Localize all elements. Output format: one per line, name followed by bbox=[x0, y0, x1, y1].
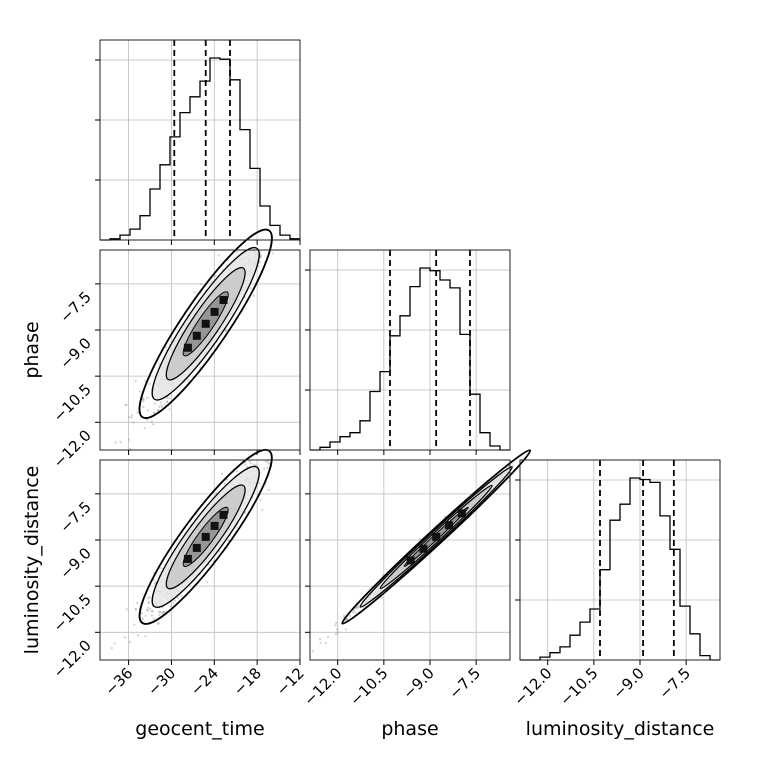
xtick-label-phase: −12.0 bbox=[300, 664, 345, 709]
ytick-label-luminosity-distance: −7.5 bbox=[56, 498, 94, 536]
panel-geocent-time-vs-phase-point bbox=[169, 408, 171, 410]
panel-phase-vs-luminosity-distance-point bbox=[343, 614, 345, 616]
histogram-phase bbox=[310, 268, 510, 450]
panel-geocent-time-vs-luminosity-distance-core bbox=[202, 533, 210, 541]
panel-geocent-time-vs-luminosity-distance-core bbox=[193, 544, 201, 552]
panel-geocent-time-vs-luminosity-distance-point bbox=[221, 473, 223, 475]
panel-geocent-time-vs-luminosity-distance-point bbox=[133, 624, 135, 626]
xtick-label-phase: −10.5 bbox=[346, 664, 391, 709]
xtick-label-phase: −9.0 bbox=[399, 664, 437, 702]
panel-phase-vs-luminosity-distance-point bbox=[320, 642, 322, 644]
panel-phase-vs-luminosity-distance-core bbox=[458, 509, 466, 517]
panel-geocent-time-vs-phase-core bbox=[193, 332, 201, 340]
contour-layer bbox=[123, 217, 535, 636]
panel-geocent-time-vs-luminosity-distance-core bbox=[211, 522, 219, 530]
ytick-label-phase: −7.5 bbox=[56, 288, 94, 326]
ytick-label-luminosity-distance: −9.0 bbox=[56, 544, 94, 582]
panel-geocent-time-vs-luminosity-distance-point bbox=[268, 489, 270, 491]
panel-geocent-time-vs-luminosity-distance-point bbox=[111, 647, 113, 649]
panel-geocent-time-vs-luminosity-distance-point bbox=[157, 623, 159, 625]
ytick-label-luminosity-distance: −12.0 bbox=[50, 636, 95, 681]
xtick-label-luminosity-distance: −10.5 bbox=[556, 664, 601, 709]
panel-phase-vs-luminosity-distance-core bbox=[445, 521, 453, 529]
y-axis-label-phase: phase bbox=[21, 321, 43, 378]
panel-geocent-time-vs-phase-core bbox=[211, 308, 219, 316]
x-axis-label-geocent-time: geocent_time bbox=[135, 718, 264, 740]
panel-phase-vs-luminosity-distance-point bbox=[335, 633, 337, 635]
xtick-label-geocent-time: −36 bbox=[101, 664, 136, 699]
panel-geocent-time-vs-luminosity-distance-core bbox=[184, 555, 192, 563]
xtick-label-geocent-time: −30 bbox=[144, 664, 179, 699]
panel-phase-vs-luminosity-distance-core bbox=[419, 545, 427, 553]
panel-geocent-time-vs-phase-core bbox=[184, 344, 192, 352]
panel-geocent-time-vs-luminosity-distance-point bbox=[129, 641, 131, 643]
panel-geocent-time-vs-luminosity-distance-point bbox=[126, 608, 128, 610]
ytick-label-phase: −10.5 bbox=[50, 380, 95, 425]
panel-geocent-time-vs-phase-point bbox=[136, 412, 138, 414]
ytick-label-luminosity-distance: −10.5 bbox=[50, 590, 95, 635]
panel-geocent-time-vs-phase-point bbox=[144, 427, 146, 429]
quantile-layer bbox=[174, 40, 674, 660]
panel-geocent-time-vs-phase-point bbox=[124, 404, 126, 406]
panel-phase-vs-luminosity-distance-point bbox=[381, 596, 383, 598]
panel-geocent-time-vs-luminosity-distance-core bbox=[220, 511, 228, 519]
panel-geocent-time-vs-phase-core bbox=[202, 320, 210, 328]
panel-phase-vs-luminosity-distance-point bbox=[419, 538, 421, 540]
panel-geocent-time-vs-luminosity-distance-point bbox=[137, 634, 139, 636]
xtick-label-geocent-time: −24 bbox=[187, 664, 222, 699]
panel-geocent-time-vs-phase-point bbox=[146, 419, 148, 421]
xtick-label-luminosity-distance: −7.5 bbox=[656, 664, 694, 702]
panel-geocent-time-vs-phase-point bbox=[131, 414, 133, 416]
histogram-geocent-time bbox=[100, 58, 300, 240]
panel-geocent-time-vs-phase-point bbox=[135, 380, 137, 382]
panel-phase-vs-luminosity-distance-point bbox=[312, 650, 314, 652]
panel-phase-vs-luminosity-distance-point bbox=[336, 628, 338, 630]
panel-geocent-time-vs-phase-point bbox=[119, 441, 121, 443]
panel-geocent-time-vs-luminosity-distance-point bbox=[144, 635, 146, 637]
panel-geocent-time-vs-phase-point bbox=[218, 254, 220, 256]
panel-geocent-time-vs-luminosity-distance-point bbox=[259, 499, 261, 501]
panel-geocent-time-vs-phase-point bbox=[272, 252, 274, 254]
panel-geocent-time-vs-luminosity-distance-point bbox=[206, 581, 208, 583]
xtick-label-geocent-time: −18 bbox=[230, 664, 265, 699]
panel-phase-vs-luminosity-distance-point bbox=[327, 636, 329, 638]
y-axis-label-luminosity-distance: luminosity_distance bbox=[21, 466, 43, 655]
panel-geocent-time-vs-phase-point bbox=[131, 416, 133, 418]
xtick-label-luminosity-distance: −12.0 bbox=[510, 664, 555, 709]
panel-phase-vs-luminosity-distance-point bbox=[319, 638, 321, 640]
panel-geocent-time-vs-phase-point bbox=[115, 441, 117, 443]
ytick-label-phase: −9.0 bbox=[56, 334, 94, 372]
panel-phase-vs-luminosity-distance-core bbox=[432, 533, 440, 541]
panel-geocent-time-vs-phase-point bbox=[253, 295, 255, 297]
panel-geocent-time-vs-luminosity-distance-point bbox=[136, 602, 138, 604]
panel-phase-vs-luminosity-distance-point bbox=[325, 642, 327, 644]
panel-geocent-time-vs-phase-point bbox=[128, 416, 130, 418]
panel-geocent-time-vs-phase-point bbox=[128, 439, 130, 441]
panel-phase-vs-luminosity-distance-point bbox=[337, 631, 339, 633]
panel-geocent-time-vs-phase-point bbox=[200, 283, 202, 285]
xtick-label-phase: −7.5 bbox=[446, 664, 484, 702]
panel-geocent-time-vs-phase-point bbox=[152, 423, 154, 425]
panel-phase-vs-luminosity-distance-core bbox=[407, 556, 415, 564]
x-axis-label-phase: phase bbox=[381, 718, 438, 740]
panel-geocent-time-vs-phase-point bbox=[132, 422, 134, 424]
panel-geocent-time-vs-phase-point bbox=[139, 391, 141, 393]
panel-phase-vs-luminosity-distance-point bbox=[334, 624, 336, 626]
panel-geocent-time-vs-luminosity-distance-point bbox=[113, 642, 115, 644]
panel-geocent-time-vs-luminosity-distance-point bbox=[261, 509, 263, 511]
panel-geocent-time-vs-luminosity-distance-point bbox=[135, 608, 137, 610]
panel-phase-vs-luminosity-distance-point bbox=[345, 628, 347, 630]
panel-phase-vs-luminosity-distance-point bbox=[335, 622, 337, 624]
panel-geocent-time-vs-phase-point bbox=[151, 421, 153, 423]
panel-geocent-time-vs-phase-point bbox=[193, 291, 195, 293]
histogram-luminosity-distance bbox=[520, 478, 720, 660]
x-axis-label-luminosity-distance: luminosity_distance bbox=[526, 718, 715, 740]
panel-phase-vs-luminosity-distance-point bbox=[508, 480, 510, 482]
ytick-label-phase: −12.0 bbox=[50, 426, 95, 471]
xtick-label-luminosity-distance: −9.0 bbox=[609, 664, 647, 702]
panel-geocent-time-vs-luminosity-distance-point bbox=[124, 636, 126, 638]
panel-geocent-time-vs-phase-core bbox=[220, 296, 228, 304]
